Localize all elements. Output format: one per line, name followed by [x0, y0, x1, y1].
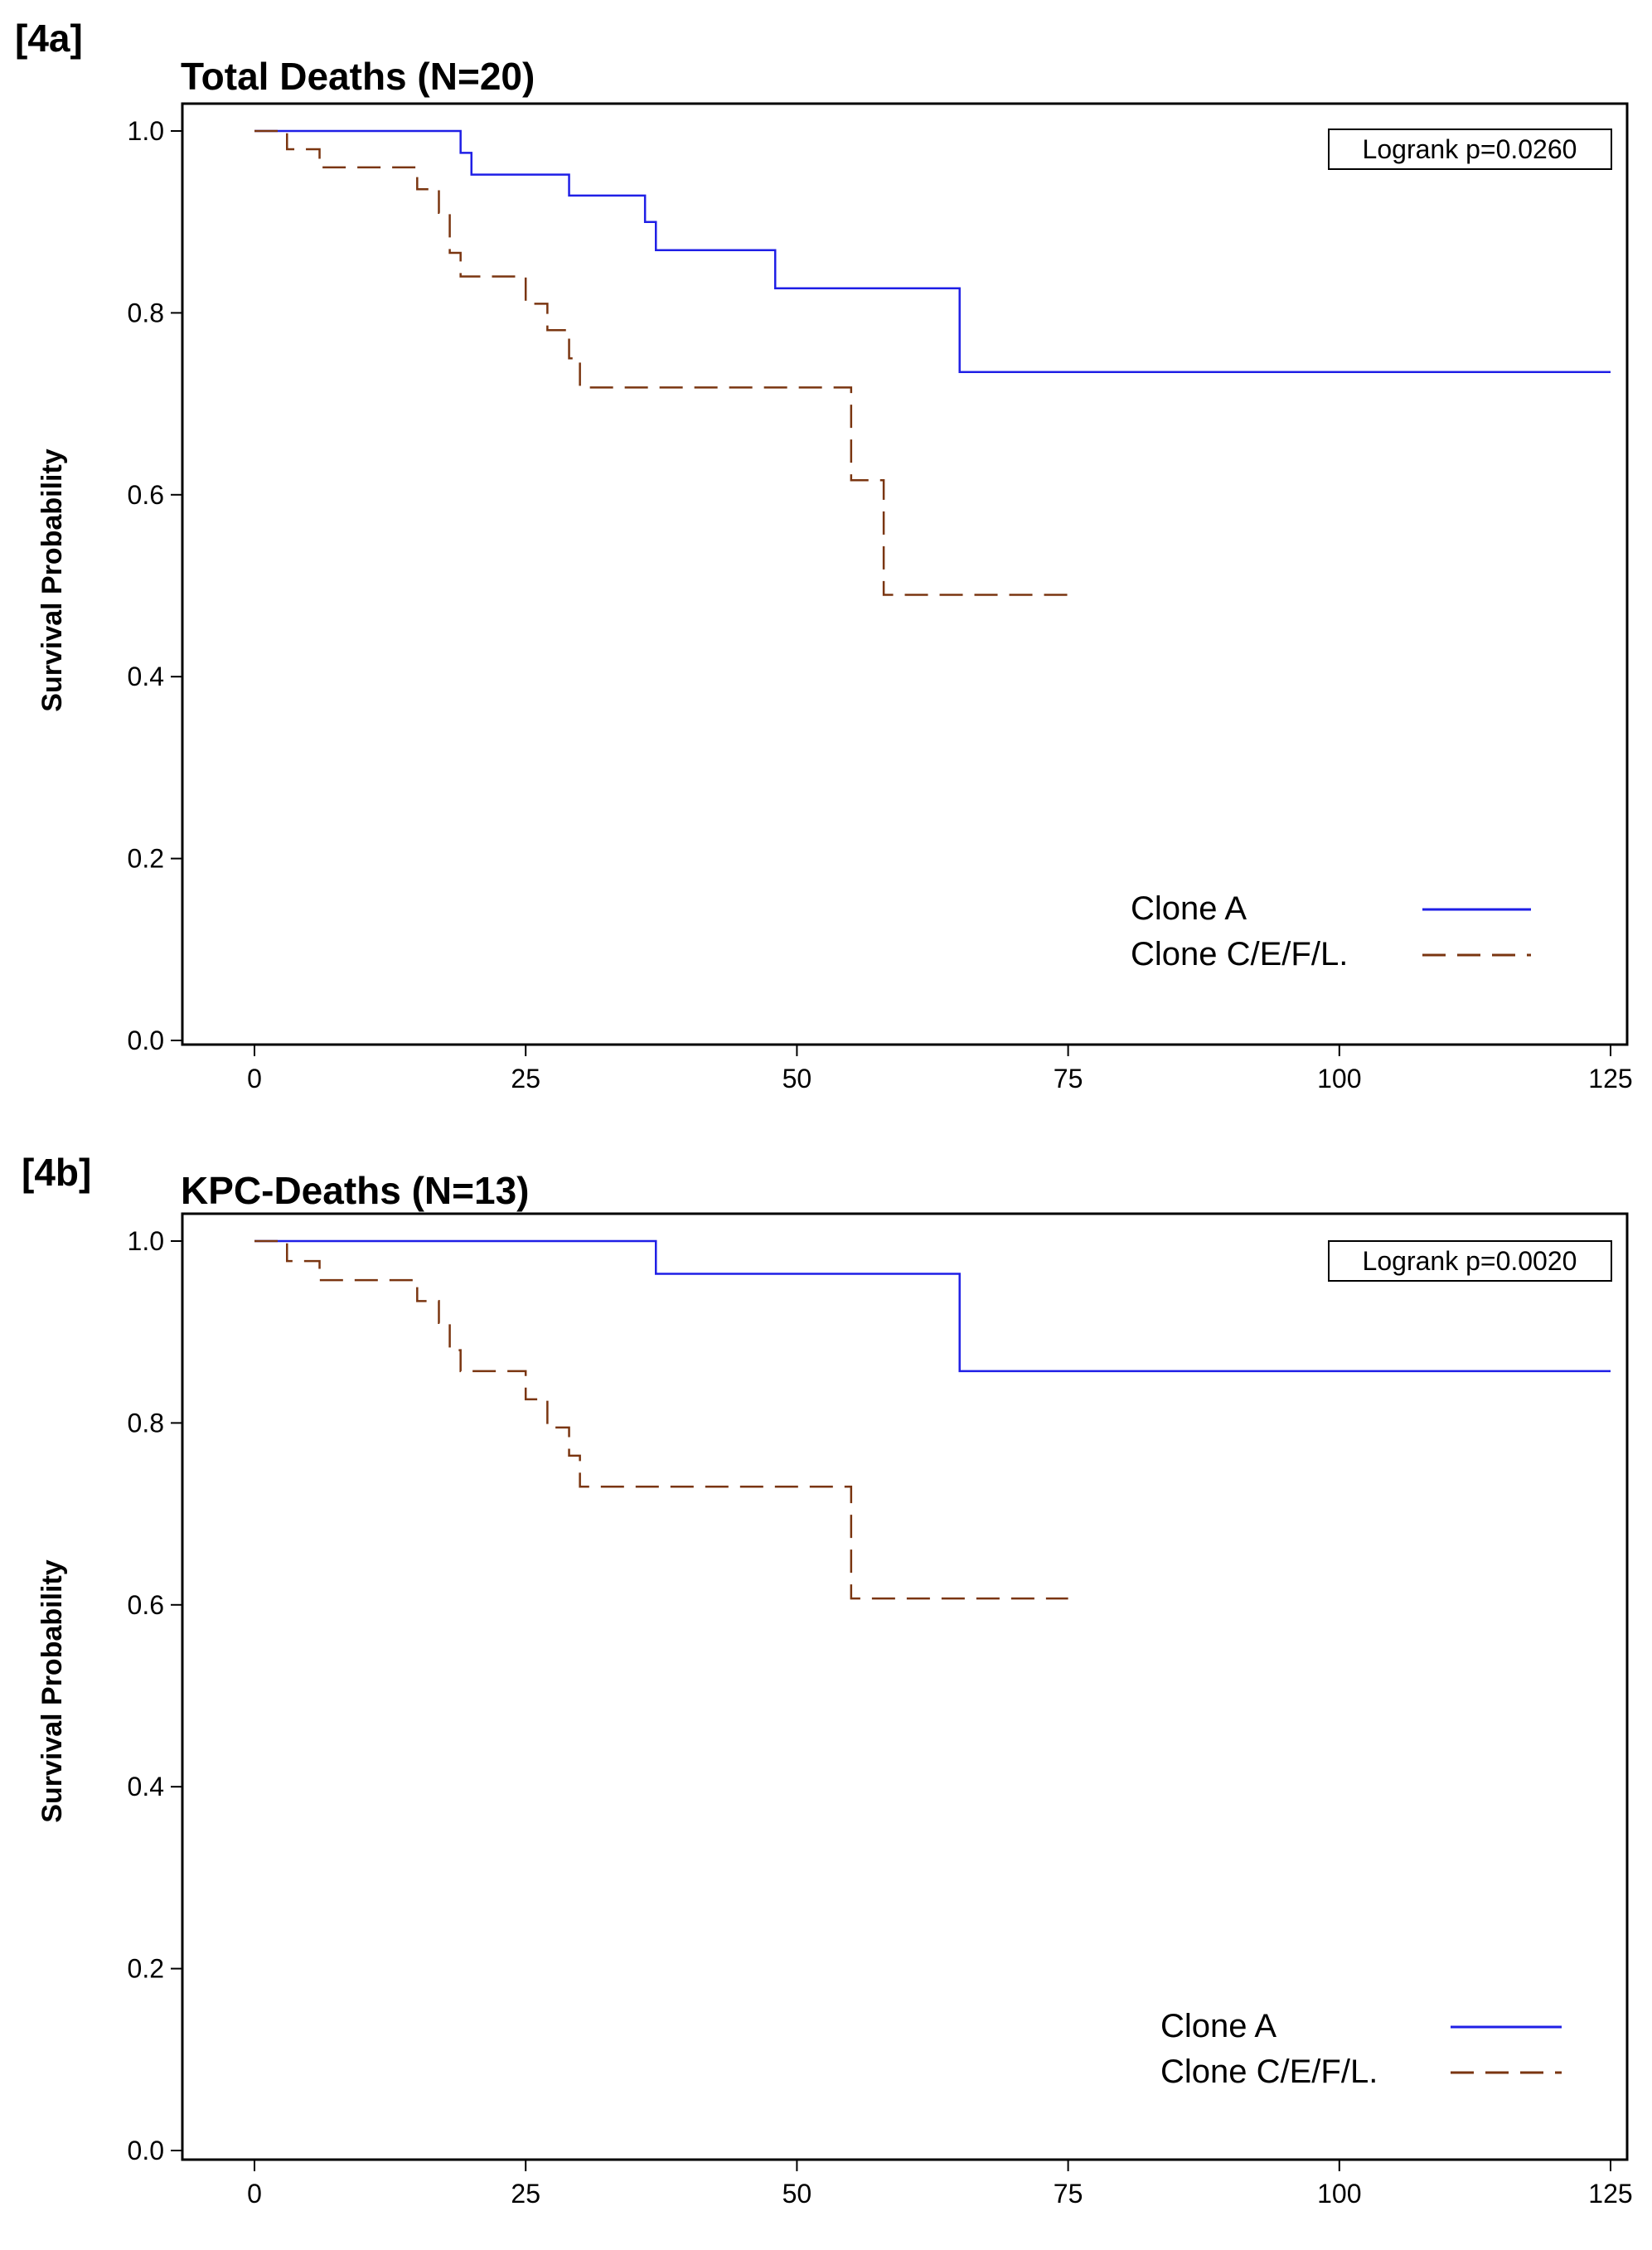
x-tick-label: 50	[782, 1064, 812, 1093]
y-tick-label: 0.2	[128, 1954, 164, 1984]
x-tick-label: 125	[1588, 1064, 1632, 1093]
panel-4b: [4b] KPC-Deaths (N=13) Survival Probabil…	[22, 1151, 1633, 2209]
y-tick-label: 0.0	[128, 1026, 164, 1055]
survival-curve-clone-a	[254, 129, 1611, 373]
y-axis-label: Survival Probability	[36, 1559, 68, 1823]
survival-curve-clone-cefl	[254, 1239, 1068, 1600]
survival-curve-clone-a	[254, 1239, 1611, 1373]
plot-frame	[181, 102, 1629, 1046]
legend-label: Clone C/E/F/L.	[1131, 936, 1348, 972]
y-axis-label: Survival Probability	[36, 449, 68, 712]
x-tick-label: 75	[1054, 1064, 1083, 1093]
y-tick-label: 0.4	[128, 1772, 164, 1801]
chart-title: KPC-Deaths (N=13)	[181, 1169, 530, 1212]
logrank-box	[1328, 1240, 1612, 1282]
x-tick-label: 100	[1317, 2179, 1361, 2209]
y-tick-label: 1.0	[128, 1226, 164, 1256]
y-tick-label: 0.6	[128, 480, 164, 510]
logrank-annotation: Logrank p=0.0260	[1363, 134, 1577, 164]
logrank-box	[1328, 129, 1612, 170]
logrank-annotation: Logrank p=0.0020	[1363, 1246, 1577, 1276]
x-tick-label: 0	[247, 1064, 262, 1093]
plot-frame	[181, 1212, 1629, 2161]
x-tick-label: 25	[511, 2179, 540, 2209]
y-tick-label: 0.0	[128, 2136, 164, 2165]
legend-label: Clone C/E/F/L.	[1160, 2054, 1378, 2090]
chart-title: Total Deaths (N=20)	[181, 55, 535, 98]
y-tick-label: 0.8	[128, 1408, 164, 1438]
legend-label: Clone A	[1131, 890, 1247, 927]
x-tick-label: 75	[1054, 2179, 1083, 2209]
y-tick-label: 0.8	[128, 298, 164, 327]
panel-label: [4b]	[22, 1151, 91, 1194]
panel-label: [4a]	[15, 17, 83, 60]
legend-label: Clone A	[1160, 2008, 1277, 2044]
survival-curve-clone-cefl	[254, 129, 1068, 596]
x-tick-label: 100	[1317, 1064, 1361, 1093]
y-tick-label: 0.2	[128, 844, 164, 874]
y-tick-label: 0.4	[128, 662, 164, 691]
x-tick-label: 25	[511, 1064, 540, 1093]
x-tick-label: 125	[1588, 2179, 1632, 2209]
x-tick-label: 0	[247, 2179, 262, 2209]
x-tick-label: 50	[782, 2179, 812, 2209]
y-tick-label: 1.0	[128, 116, 164, 146]
panel-4a: [4a] Total Deaths (N=20) Survival Probab…	[15, 17, 1633, 1093]
y-tick-label: 0.6	[128, 1590, 164, 1620]
